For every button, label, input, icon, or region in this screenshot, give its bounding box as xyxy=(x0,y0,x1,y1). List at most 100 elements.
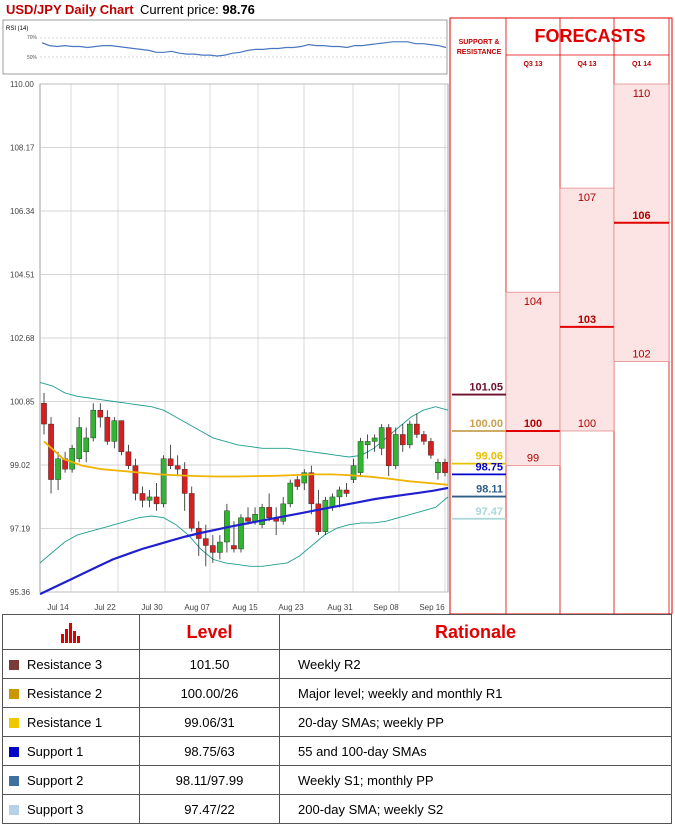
candle-body xyxy=(259,507,265,525)
candle-body xyxy=(146,496,153,501)
candle-body xyxy=(336,489,343,498)
row-name: Support 3 xyxy=(27,801,84,817)
candle-body xyxy=(308,472,315,505)
row-level: 98.11/97.99 xyxy=(139,765,280,795)
candle-body xyxy=(238,517,244,550)
row-name: Support 2 xyxy=(27,772,84,788)
x-tick-label: Sep 08 xyxy=(373,603,399,612)
rsi-panel xyxy=(2,19,448,75)
levels-table: Level Rationale Resistance 3 101.50 Weekly… xyxy=(2,614,672,824)
row-rationale: 55 and 100-day SMAs xyxy=(279,736,672,766)
candle-body xyxy=(118,420,125,453)
current-price-label: Current price: xyxy=(140,2,219,17)
y-tick-label: 99.02 xyxy=(10,461,31,470)
candle-body xyxy=(287,482,294,505)
table-row: Resistance 2 100.00/26 Major level; weekly… xyxy=(2,678,672,708)
support-resistance-title: SUPPORT & RESISTANCE xyxy=(452,38,506,58)
row-rationale: 200-day SMA; weekly S2 xyxy=(279,794,672,824)
rsi-tick-label: 50% xyxy=(27,55,38,61)
row-name: Resistance 2 xyxy=(27,685,103,701)
candle-body xyxy=(167,458,174,466)
candle-body xyxy=(97,409,104,418)
candle-body xyxy=(414,423,420,435)
candle-body xyxy=(188,493,195,529)
y-tick-label: 102.68 xyxy=(10,334,35,343)
current-price-value: 98.76 xyxy=(222,2,255,17)
candle-body xyxy=(41,403,47,425)
row-name: Support 1 xyxy=(27,743,84,759)
color-swatch xyxy=(9,804,19,815)
table-row: Support 3 97.47/22 200-day SMA; weekly S2 xyxy=(2,794,672,824)
color-swatch xyxy=(9,746,19,757)
forecast-mid-label: 106 xyxy=(632,210,650,222)
current-price: Current price: 98.76 xyxy=(140,2,255,17)
candle-body xyxy=(252,514,258,522)
candle-body xyxy=(442,462,448,473)
chart-logo-cell xyxy=(2,614,140,650)
row-name: Resistance 1 xyxy=(27,714,103,730)
row-rationale: Weekly S1; monthly PP xyxy=(279,765,672,795)
forecast-low-label: 99 xyxy=(527,453,539,465)
row-rationale: Weekly R2 xyxy=(279,649,672,679)
x-tick-label: Aug 07 xyxy=(184,603,210,612)
bar-chart-icon xyxy=(61,622,81,643)
sr-label: 97.47 xyxy=(475,506,503,518)
chart-title: USD/JPY Daily Chart xyxy=(6,2,134,17)
forecast-range-box xyxy=(505,291,561,467)
color-swatch xyxy=(9,688,19,699)
candle-body xyxy=(343,489,350,494)
candle-body xyxy=(350,465,357,480)
forecast-column-header: Q1 14 xyxy=(632,61,651,68)
candle-body xyxy=(392,434,399,466)
candle-body xyxy=(231,545,237,550)
candle-body xyxy=(428,441,434,456)
forecast-high-label: 110 xyxy=(633,88,651,100)
candle-body xyxy=(48,423,54,480)
sr-title-line2: RESISTANCE xyxy=(456,49,502,56)
forecast-mid-label: 103 xyxy=(578,314,596,326)
y-tick-label: 110.00 xyxy=(10,80,34,89)
forecast-low-label: 100 xyxy=(578,418,596,430)
table-header-row: Level Rationale xyxy=(2,614,672,650)
candle-body xyxy=(181,468,188,494)
candle-body xyxy=(322,500,329,532)
candle-body xyxy=(174,465,181,470)
chart-canvas: RSI (14) 70% 50% 110.00 108.17 106.34 104.51 10… xyxy=(2,17,673,614)
sr-label: 100.00 xyxy=(469,418,503,430)
sr-title-line1: SUPPORT & xyxy=(458,39,500,46)
candle-body xyxy=(104,416,111,442)
table-row: Support 2 98.11/97.99 Weekly S1; monthly P… xyxy=(2,765,672,795)
candle-body xyxy=(280,503,286,522)
candle-body xyxy=(378,427,385,449)
candle-body xyxy=(132,465,139,494)
table-row: Support 1 98.75/63 55 and 100-day SMAs xyxy=(2,736,672,766)
sr-label: 98.11 xyxy=(476,484,503,496)
candle-body xyxy=(111,420,118,442)
candle-body xyxy=(266,507,272,518)
y-tick-label: 97.19 xyxy=(10,525,31,534)
candle-body xyxy=(210,545,216,553)
y-tick-label: 106.34 xyxy=(10,207,35,216)
forecast-low-label: 102 xyxy=(632,349,650,361)
candle-body xyxy=(301,472,308,484)
candle-body xyxy=(315,503,322,532)
row-level: 98.75/63 xyxy=(139,736,280,766)
candle-body xyxy=(217,541,223,553)
sr-label: 98.75 xyxy=(475,461,503,473)
row-rationale: Major level; weekly and monthly R1 xyxy=(279,678,672,708)
bollinger-lower-line xyxy=(39,496,449,567)
candle-body xyxy=(245,517,251,522)
sma-blue-line xyxy=(39,486,449,596)
row-level: 100.00/26 xyxy=(139,678,280,708)
sr-label: 101.05 xyxy=(469,382,503,394)
candle-body xyxy=(385,427,392,466)
forecasts-title: FORECASTS xyxy=(534,26,646,46)
forecast-mid-label: 100 xyxy=(524,418,542,430)
candle-body xyxy=(435,462,441,473)
sr-label: 99.06 xyxy=(475,451,503,463)
rsi-line xyxy=(41,41,447,57)
x-tick-label: Sep 16 xyxy=(419,603,445,612)
table-row: Resistance 3 101.50 Weekly R2 xyxy=(2,649,672,679)
candle-body xyxy=(421,434,427,442)
